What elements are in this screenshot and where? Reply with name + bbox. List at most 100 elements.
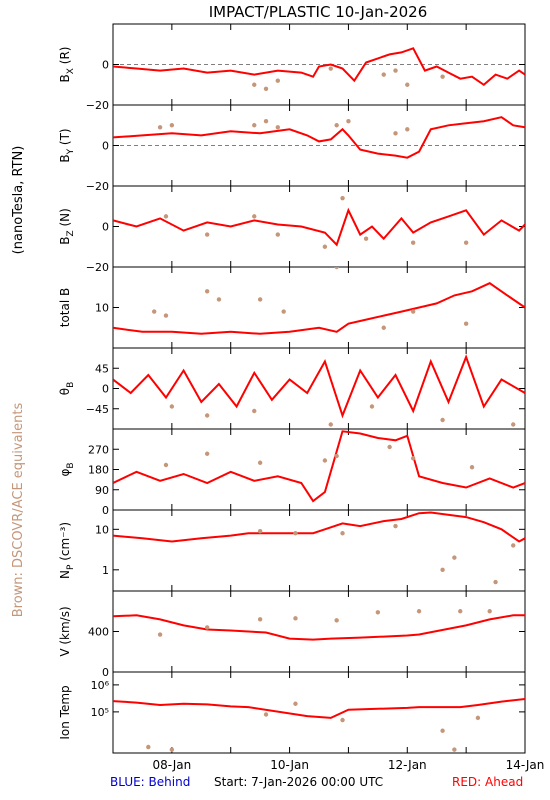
y-tick-label: 400 — [88, 626, 109, 639]
equivalent-point — [346, 119, 351, 124]
equivalent-point — [204, 451, 210, 456]
equivalent-point — [263, 712, 269, 717]
equivalent-point — [293, 616, 298, 621]
panel-label: BX (R) — [58, 47, 76, 83]
equivalent-point — [157, 125, 163, 130]
panel-phi: 0 90 180 270 φB — [58, 428, 526, 517]
x-tick-label: 08-Jan — [152, 758, 191, 772]
panel-label: Ion Temp — [58, 685, 72, 739]
equivalent-point — [440, 567, 445, 573]
equivalent-point — [381, 72, 386, 77]
equivalent-point — [275, 125, 280, 130]
y-tick-label: −20 — [86, 261, 109, 274]
equivalent-point — [163, 313, 169, 318]
equivalent-point — [281, 309, 286, 314]
series-ahead-line — [113, 511, 525, 543]
equivalent-point — [157, 632, 163, 637]
equivalent-point — [275, 78, 280, 83]
panel-frame — [112, 590, 526, 673]
equivalent-point — [163, 462, 169, 468]
y-tick-label: 270 — [88, 443, 109, 456]
x-tick-label: 14-Jan — [506, 758, 545, 772]
equivalent-point — [487, 609, 492, 614]
equivalent-point — [204, 232, 210, 237]
equivalent-point — [257, 617, 263, 622]
equivalent-point — [152, 309, 157, 314]
equivalent-point — [416, 609, 422, 614]
footer-start: Start: 7-Jan-2026 00:00 UTC — [214, 775, 383, 789]
equivalent-point — [263, 119, 269, 124]
y-tick-label: −20 — [86, 180, 109, 193]
equivalent-point — [328, 66, 333, 71]
panel-v: 0 400 V (km/s) — [58, 590, 526, 679]
equivalent-point — [340, 717, 345, 723]
panel-frame — [112, 266, 526, 349]
series-ahead-line — [113, 614, 525, 641]
equivalent-point — [263, 86, 269, 92]
equivalent-point — [440, 728, 445, 733]
equivalent-point — [405, 127, 410, 132]
panel-theta: −45 0 45 θB — [58, 347, 526, 430]
equivalent-point — [381, 325, 386, 330]
panel-bx: −20 0 BX (R) — [58, 23, 526, 112]
series-ahead-line — [113, 207, 525, 247]
y-tick-label: 0 — [102, 666, 109, 679]
equivalent-point — [252, 123, 257, 128]
panel-temp: 10⁵ 10⁶ Ion Temp — [58, 671, 526, 754]
panel-label: φB — [58, 462, 76, 476]
equivalent-point — [334, 123, 339, 128]
panel-frame — [112, 509, 526, 592]
equivalent-point — [334, 618, 339, 623]
y-tick-label: 90 — [95, 484, 109, 497]
equivalent-point — [440, 417, 445, 423]
y-tick-label: −45 — [86, 403, 109, 416]
equivalent-point — [322, 244, 328, 249]
series-ahead-line — [113, 282, 525, 335]
equivalent-point — [169, 123, 175, 128]
equivalent-point — [293, 531, 298, 536]
series-ahead-line — [113, 430, 525, 503]
equivalent-point — [369, 404, 375, 409]
panel-np: 1 10 NP (cm⁻³) — [58, 509, 526, 592]
series-ahead-line — [113, 116, 525, 159]
y-tick-label: 10⁵ — [91, 706, 109, 719]
y-tick-label: 0 — [102, 221, 109, 234]
equivalent-point — [469, 465, 475, 470]
equivalent-point — [511, 422, 516, 427]
equivalent-point — [204, 289, 210, 294]
equivalent-point — [204, 413, 210, 418]
equivalent-point — [410, 309, 416, 314]
panel-label: V (km/s) — [58, 606, 72, 656]
equivalent-point — [363, 236, 369, 241]
equivalent-point — [334, 453, 339, 459]
y-tick-label: 0 — [102, 59, 109, 72]
equivalent-point — [375, 610, 381, 615]
equivalent-point — [334, 267, 339, 270]
equivalent-point — [387, 444, 392, 450]
panel-btot: 10 total B — [58, 266, 526, 349]
equivalent-point — [169, 747, 175, 752]
equivalent-point — [410, 240, 416, 245]
equivalent-point — [169, 404, 175, 409]
equivalent-point — [452, 747, 457, 752]
equivalent-point — [463, 240, 469, 245]
y-tick-label: 180 — [88, 464, 109, 477]
footer-ahead: RED: Ahead — [452, 775, 523, 789]
y-tick-label: 0 — [102, 140, 109, 153]
series-ahead-line — [113, 47, 525, 87]
equivalent-point — [204, 625, 210, 630]
equivalent-point — [252, 82, 257, 87]
y-tick-label: 10⁶ — [91, 679, 110, 692]
panel-label: BY (T) — [58, 128, 76, 162]
footer-behind: BLUE: Behind — [110, 775, 190, 789]
y-tick-label: 0 — [102, 504, 109, 517]
equivalent-point — [511, 543, 516, 548]
panel-frame — [112, 428, 526, 511]
equivalent-point — [252, 408, 257, 414]
equivalent-point — [440, 74, 445, 79]
series-ahead-line — [113, 354, 525, 419]
equivalent-point — [393, 68, 398, 73]
panel-by: −20 0 BY (T) — [58, 104, 526, 193]
